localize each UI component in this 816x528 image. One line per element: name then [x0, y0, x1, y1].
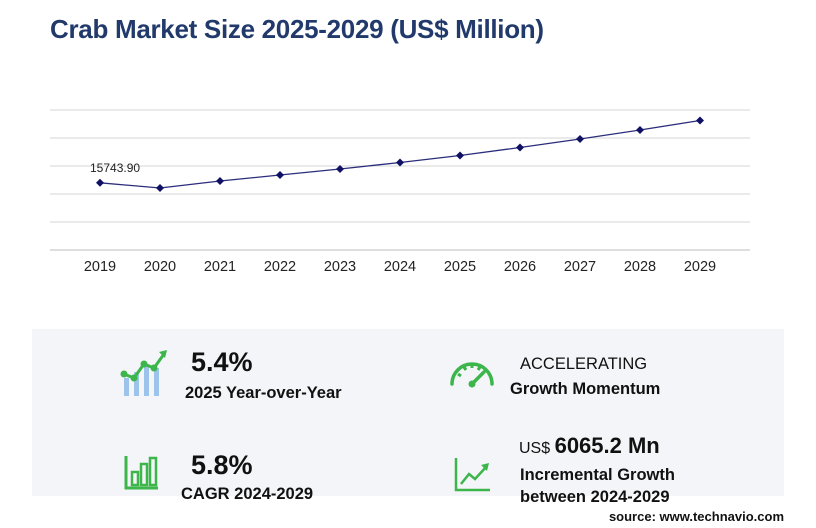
x-tick-label: 2019 [84, 259, 116, 275]
data-point [576, 135, 584, 143]
series-line [99, 119, 701, 189]
data-point [216, 177, 224, 185]
yoy-value: 5.4% [191, 347, 253, 377]
x-tick-label: 2029 [684, 259, 716, 275]
chart-title: Crab Market Size 2025-2029 (US$ Million) [50, 14, 544, 44]
data-point [516, 143, 524, 152]
x-tick-label: 2021 [204, 259, 236, 275]
incremental-label-1: Incremental Growth [520, 466, 675, 484]
x-tick-label: 2023 [324, 259, 356, 275]
incremental-value-row: US$ 6065.2 Mn [519, 433, 660, 459]
data-point [456, 151, 464, 160]
cagr-label: CAGR 2024-2029 [181, 485, 314, 503]
growth-bars-icon [120, 350, 167, 396]
incremental-label-2: between 2024-2029 [520, 488, 670, 506]
data-label: 15743.90 [90, 161, 140, 175]
cagr-value: 5.8% [191, 450, 253, 480]
data-point [696, 116, 704, 125]
speedometer-icon [450, 362, 494, 388]
x-tick-label: 2022 [264, 259, 296, 275]
x-tick-label: 2025 [444, 259, 476, 275]
data-point [96, 178, 104, 187]
yoy-label: 2025 Year-over-Year [185, 384, 342, 402]
stats-panel [32, 329, 784, 496]
data-point [636, 126, 644, 134]
data-point [336, 165, 344, 173]
x-tick-label: 2027 [564, 259, 596, 275]
x-tick-label: 2020 [144, 259, 176, 275]
source-credit: source: www.technavio.com [608, 509, 784, 524]
x-tick-label: 2028 [624, 259, 656, 275]
momentum-title: ACCELERATING [520, 355, 648, 373]
momentum-subtitle: Growth Momentum [510, 380, 661, 398]
currency-prefix: US$ [519, 440, 551, 457]
bar-chart-icon [124, 456, 158, 490]
data-point [396, 158, 404, 167]
trend-arrow-icon [454, 458, 490, 492]
x-tick-label: 2024 [384, 259, 416, 275]
incremental-value: 6065.2 Mn [554, 433, 660, 458]
data-point [156, 184, 164, 192]
data-point [276, 171, 284, 179]
x-tick-label: 2026 [504, 259, 536, 275]
line-chart: 2019 2020 2021 2022 2023 2024 2025 2026 2027 2028… [50, 109, 750, 275]
